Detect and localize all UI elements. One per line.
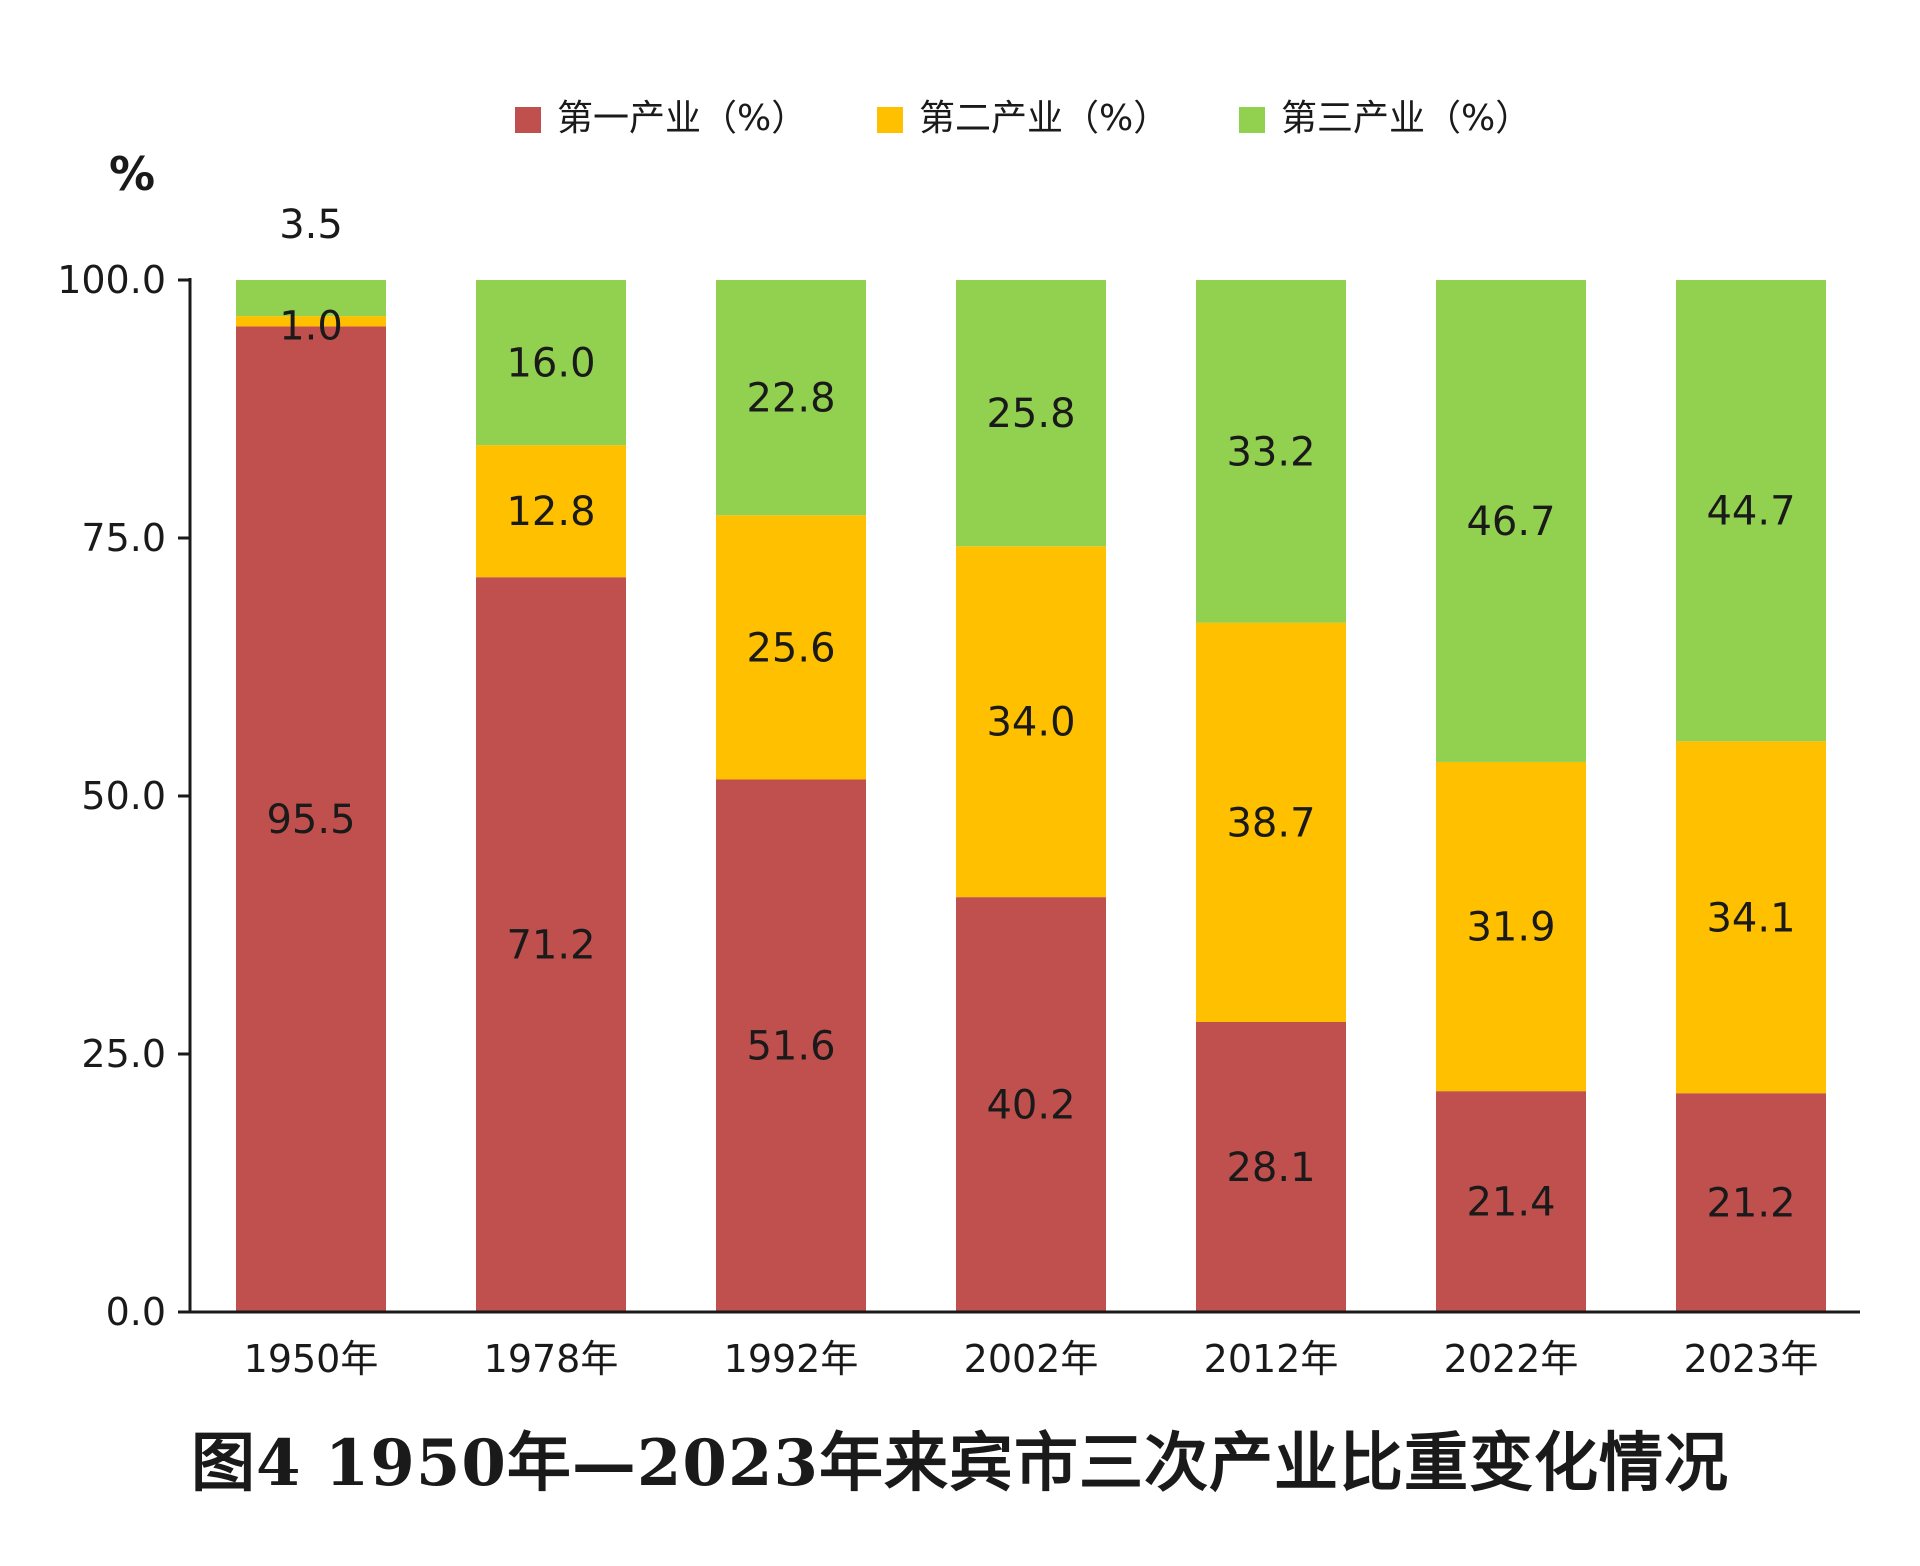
bar-secondary-4 <box>956 546 1106 898</box>
data-label-secondary-3: 25.6 <box>746 625 835 671</box>
legend-label-3: 第三产业（%） <box>1281 98 1531 139</box>
data-label-tertiary-7: 44.7 <box>1706 489 1795 535</box>
x-tick-label-5: 2012年 <box>1204 1337 1339 1381</box>
data-label-secondary-1: 1.0 <box>279 303 343 349</box>
bar-tertiary-7 <box>1676 280 1826 742</box>
data-label-primary-4: 40.2 <box>986 1083 1075 1129</box>
bar-primary-4 <box>956 897 1106 1312</box>
data-label-tertiary-4: 25.8 <box>986 391 1075 437</box>
bar-secondary-7 <box>1676 741 1826 1094</box>
data-label-primary-2: 71.2 <box>506 923 595 969</box>
data-label-primary-6: 21.4 <box>1466 1180 1555 1226</box>
bar-secondary-6 <box>1436 761 1586 1092</box>
x-tick-label-4: 2002年 <box>964 1337 1099 1381</box>
bar-tertiary-6 <box>1436 280 1586 762</box>
y-tick-label-5: 100.0 <box>57 258 166 302</box>
bar-primary-6 <box>1436 1091 1586 1312</box>
y-tick-label-3: 50.0 <box>81 774 166 818</box>
legend-swatch-3 <box>1239 107 1265 133</box>
bar-primary-2 <box>476 577 626 1312</box>
data-label-secondary-6: 31.9 <box>1466 905 1555 951</box>
bar-tertiary-5 <box>1196 280 1346 623</box>
legend: 第一产业（%） 第二产业（%） 第三产业（%） <box>515 98 1531 139</box>
legend-swatch-2 <box>877 107 903 133</box>
data-label-tertiary-6: 46.7 <box>1466 499 1555 545</box>
data-label-tertiary-5: 33.2 <box>1226 429 1315 475</box>
bar-secondary-5 <box>1196 622 1346 1023</box>
data-label-secondary-5: 38.7 <box>1226 800 1315 846</box>
bar-tertiary-2 <box>476 280 626 446</box>
x-tick-label-7: 2023年 <box>1684 1337 1819 1381</box>
bar-primary-1 <box>236 326 386 1312</box>
data-label-primary-7: 21.2 <box>1706 1181 1795 1227</box>
bars <box>236 280 1826 1312</box>
bar-tertiary-1 <box>236 280 386 317</box>
legend-label-2: 第二产业（%） <box>919 98 1169 139</box>
data-label-primary-3: 51.6 <box>746 1024 835 1070</box>
bar-primary-7 <box>1676 1093 1826 1312</box>
data-label-secondary-7: 34.1 <box>1706 895 1795 941</box>
axes: 0.0 25.0 50.0 75.0 100.0 1950年 1978年 1992年 2002年… <box>57 258 1860 1381</box>
x-tick-label-2: 1978年 <box>484 1337 619 1381</box>
bar-secondary-1 <box>236 316 386 327</box>
y-tick-label-2: 25.0 <box>81 1032 166 1076</box>
y-tick-label-4: 75.0 <box>81 516 166 560</box>
data-label-tertiary-2: 16.0 <box>506 341 595 387</box>
data-label-primary-1: 95.5 <box>266 797 355 843</box>
data-label-secondary-4: 34.0 <box>986 700 1075 746</box>
data-labels: 95.5 1.0 3.5 71.2 12.8 16.0 51.6 25.6 22.8 40.2 34… <box>266 202 1795 1227</box>
data-label-secondary-2: 12.8 <box>506 489 595 535</box>
data-label-tertiary-3: 22.8 <box>746 376 835 422</box>
x-tick-label-3: 1992年 <box>724 1337 859 1381</box>
chart-title: 图4 1950年—2023年来宾市三次产业比重变化情况 <box>190 1426 1730 1501</box>
bar-primary-3 <box>716 779 866 1312</box>
y-axis-unit-label: % <box>109 147 155 201</box>
y-tick-label-1: 0.0 <box>106 1290 166 1334</box>
bar-tertiary-4 <box>956 280 1106 547</box>
bar-secondary-3 <box>716 515 866 780</box>
legend-swatch-1 <box>515 107 541 133</box>
legend-label-1: 第一产业（%） <box>557 98 807 139</box>
bar-secondary-2 <box>476 445 626 578</box>
x-tick-label-6: 2022年 <box>1444 1337 1579 1381</box>
data-label-tertiary-1: 3.5 <box>279 202 343 248</box>
bar-tertiary-3 <box>716 280 866 516</box>
x-tick-label-1: 1950年 <box>244 1337 379 1381</box>
data-label-primary-5: 28.1 <box>1226 1145 1315 1191</box>
bar-primary-5 <box>1196 1022 1346 1312</box>
